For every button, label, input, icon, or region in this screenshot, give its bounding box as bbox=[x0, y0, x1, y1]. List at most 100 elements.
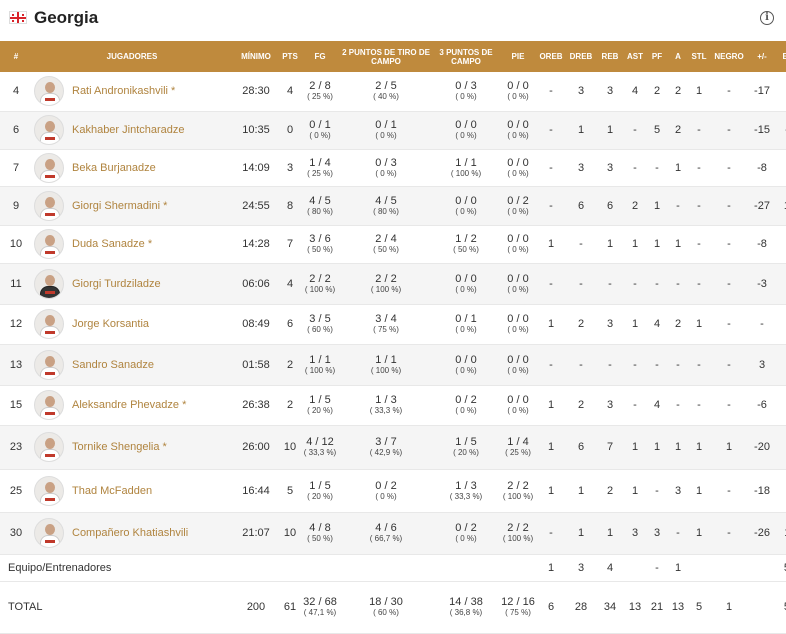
stat-stl: - bbox=[688, 225, 710, 264]
player-cell[interactable]: Kakhaber Jintcharadze bbox=[32, 111, 232, 150]
stat-pf: 2 bbox=[646, 72, 668, 112]
player-name-link[interactable]: Tornike Shengelia * bbox=[72, 441, 167, 453]
stat-eff: 4 bbox=[776, 263, 786, 305]
player-cell[interactable]: Rati Andronikashvili * bbox=[32, 72, 232, 112]
info-icon[interactable]: i bbox=[760, 11, 774, 25]
field-goals-made-attempted: 1 / 5 bbox=[309, 479, 331, 492]
table-row[interactable]: 10 Duda Sanadze * 14:28 7 3 / 6( 50 %) 2 / 4(… bbox=[0, 225, 786, 264]
column-header[interactable]: REB bbox=[596, 41, 624, 72]
field-goals: 4 / 8( 50 %) bbox=[300, 512, 340, 555]
player-name-link[interactable]: Jorge Korsantia bbox=[72, 318, 149, 330]
column-header[interactable]: NEGRO bbox=[710, 41, 748, 72]
column-header[interactable]: 2 PUNTOS DE TIRO DE CAMPO bbox=[340, 41, 432, 72]
stat-oreb: - bbox=[536, 344, 566, 386]
minutes: 10:35 bbox=[232, 111, 280, 150]
three-pointers: 1 / 1( 100 %) bbox=[432, 149, 500, 187]
column-header[interactable]: OREB bbox=[536, 41, 566, 72]
column-header[interactable]: AST bbox=[624, 41, 646, 72]
stat-reb: 7 bbox=[596, 425, 624, 470]
points: 10 bbox=[280, 425, 300, 470]
column-header[interactable]: PF bbox=[646, 41, 668, 72]
column-header[interactable]: PIE bbox=[500, 41, 536, 72]
stat-ast: 1 bbox=[624, 469, 646, 513]
stat-blk: 1 bbox=[710, 425, 748, 470]
stat-reb: 1 bbox=[596, 111, 624, 150]
column-header[interactable]: STL bbox=[688, 41, 710, 72]
player-cell[interactable]: Thad McFadden bbox=[32, 469, 232, 513]
table-row[interactable]: 7 Beka Burjanadze 14:09 3 1 / 4( 25 %) 0 / 3(… bbox=[0, 149, 786, 187]
table-row[interactable]: 30 Compañero Khatiashvili 21:07 10 4 / 8( 50… bbox=[0, 512, 786, 555]
player-cell[interactable]: Sandro Sanadze bbox=[32, 344, 232, 386]
player-name-link[interactable]: Duda Sanadze * bbox=[72, 238, 152, 250]
two-pointers-percentage: ( 100 %) bbox=[370, 284, 402, 294]
player-cell[interactable]: Giorgi Shermadini * bbox=[32, 186, 232, 226]
table-row[interactable]: 25 Thad McFadden 16:44 5 1 / 5( 20 %) 0 / 2( … bbox=[0, 469, 786, 513]
player-name-link[interactable]: Compañero Khatiashvili bbox=[72, 527, 188, 539]
field-goals-made-attempted: 2 / 8 bbox=[309, 80, 331, 93]
stat-dreb: 2 bbox=[566, 385, 596, 426]
player-name-link[interactable]: Kakhaber Jintcharadze bbox=[72, 124, 185, 136]
three-pointers: 0 / 0( 0 %) bbox=[432, 344, 500, 386]
total-stat-a: 13 bbox=[668, 581, 688, 634]
stat-eff: 7 bbox=[776, 304, 786, 345]
free-throws: 0 / 0( 0 %) bbox=[500, 111, 536, 150]
table-row[interactable]: 9 Giorgi Shermadini * 24:55 8 4 / 5( 80 %) 4 … bbox=[0, 186, 786, 226]
three-pointers-made-attempted: 0 / 0 bbox=[455, 194, 477, 207]
player-name-link[interactable]: Aleksandre Phevadze * bbox=[72, 399, 186, 411]
jersey-number: 11 bbox=[0, 263, 32, 305]
column-header[interactable]: PTS bbox=[280, 41, 300, 72]
table-row[interactable]: 15 Aleksandre Phevadze * 26:38 2 1 / 5( 20 %… bbox=[0, 385, 786, 426]
jersey-number: 23 bbox=[0, 425, 32, 470]
table-row[interactable]: 4 Rati Andronikashvili * 28:30 4 2 / 8( 25 %… bbox=[0, 72, 786, 112]
column-header[interactable]: FG bbox=[300, 41, 340, 72]
free-throws-made-attempted: 0 / 0 bbox=[507, 119, 529, 131]
field-goals-made-attempted: 0 / 1 bbox=[309, 119, 331, 131]
column-header[interactable]: EFF bbox=[776, 41, 786, 72]
column-header[interactable]: # bbox=[0, 41, 32, 72]
field-goals-made-attempted: 3 / 6 bbox=[309, 233, 331, 245]
three-pointers: 0 / 0( 0 %) bbox=[432, 186, 500, 226]
player-cell[interactable]: Tornike Shengelia * bbox=[32, 425, 232, 470]
player-cell[interactable]: Giorgi Turdziladze bbox=[32, 263, 232, 305]
three-pointers-percentage: ( 100 %) bbox=[450, 168, 482, 178]
player-name-link[interactable]: Rati Andronikashvili * bbox=[72, 85, 175, 97]
stat-eff: -2 bbox=[776, 111, 786, 150]
field-goals: 1 / 4( 25 %) bbox=[300, 149, 340, 187]
stat-eff: 2 bbox=[776, 344, 786, 386]
player-cell[interactable]: Aleksandre Phevadze * bbox=[32, 385, 232, 426]
free-throws: 0 / 2( 0 %) bbox=[500, 186, 536, 226]
stat-stl: - bbox=[688, 186, 710, 226]
player-name-link[interactable]: Thad McFadden bbox=[72, 485, 152, 497]
player-name-link[interactable]: Giorgi Turdziladze bbox=[72, 278, 161, 290]
table-row[interactable]: 12 Jorge Korsantia 08:49 6 3 / 5( 60 %) 3 / 4… bbox=[0, 304, 786, 345]
two-pointers: 3 / 4( 75 %) bbox=[340, 304, 432, 345]
player-cell[interactable]: Beka Burjanadze bbox=[32, 149, 232, 187]
player-name-link[interactable]: Sandro Sanadze bbox=[72, 359, 154, 371]
table-row[interactable]: 6 Kakhaber Jintcharadze 10:35 0 0 / 1( 0 %) 0… bbox=[0, 111, 786, 150]
column-header[interactable]: JUGADORES bbox=[32, 41, 232, 72]
column-header[interactable]: MÍNIMO bbox=[232, 41, 280, 72]
player-name-link[interactable]: Giorgi Shermadini * bbox=[72, 200, 167, 212]
column-header[interactable]: DREB bbox=[566, 41, 596, 72]
table-row[interactable]: 11 Giorgi Turdziladze 06:06 4 2 / 2( 100 %) 2… bbox=[0, 263, 786, 305]
minutes: 14:28 bbox=[232, 225, 280, 264]
player-cell[interactable]: Compañero Khatiashvili bbox=[32, 512, 232, 555]
stat-oreb: 1 bbox=[536, 304, 566, 345]
player-avatar bbox=[34, 309, 64, 339]
total-stat-oreb: 6 bbox=[536, 581, 566, 634]
column-header[interactable]: +/- bbox=[748, 41, 776, 72]
field-goals-percentage: ( 33,3 %) bbox=[303, 448, 337, 457]
two-pointers: 0 / 1( 0 %) bbox=[340, 111, 432, 150]
player-cell[interactable]: Duda Sanadze * bbox=[32, 225, 232, 264]
team-stat-pm bbox=[748, 554, 776, 582]
free-throws: 0 / 0( 0 %) bbox=[500, 385, 536, 426]
column-header[interactable]: A bbox=[668, 41, 688, 72]
player-cell[interactable]: Jorge Korsantia bbox=[32, 304, 232, 345]
table-row[interactable]: 13 Sandro Sanadze 01:58 2 1 / 1( 100 %) 1 / 1… bbox=[0, 344, 786, 386]
stat-a: 3 bbox=[668, 469, 688, 513]
table-row[interactable]: 23 Tornike Shengelia * 26:00 10 4 / 12( 33,3… bbox=[0, 425, 786, 470]
player-name-link[interactable]: Beka Burjanadze bbox=[72, 162, 156, 174]
stat-reb: - bbox=[596, 344, 624, 386]
column-header[interactable]: 3 PUNTOS DE CAMPO bbox=[432, 41, 500, 72]
